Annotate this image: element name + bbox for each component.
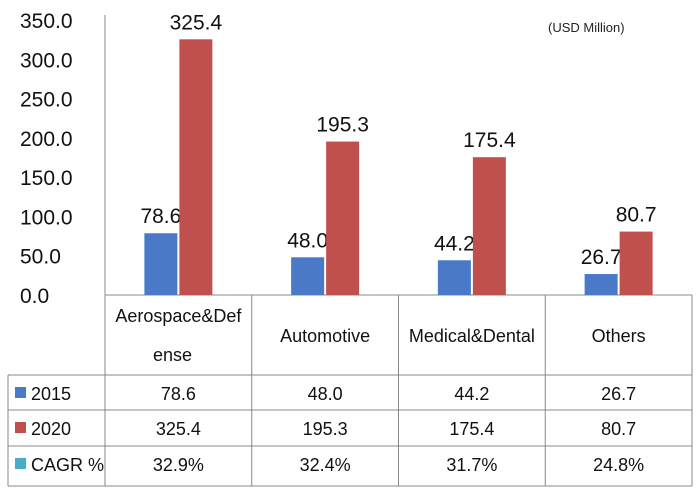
- bar-2015-2: [437, 260, 471, 295]
- category-label: Others: [592, 326, 646, 346]
- category-label: Automotive: [280, 326, 370, 346]
- table-cell: 32.4%: [300, 455, 351, 475]
- y-tick-label: 50.0: [20, 246, 61, 269]
- category-label: Medical&Dental: [409, 326, 535, 346]
- legend-swatch-2: [15, 458, 26, 469]
- legend-swatch-0: [15, 387, 26, 398]
- bar-2020-2: [472, 157, 506, 295]
- table-cell: 31.7%: [446, 455, 497, 475]
- table-cell: 195.3: [303, 419, 348, 439]
- data-label-2020-3: 80.7: [616, 204, 657, 227]
- table-row-label: 2020: [31, 419, 71, 439]
- table-row-label: 2015: [31, 384, 71, 404]
- legend-swatch-1: [15, 422, 26, 433]
- table-cell: 44.2: [454, 384, 489, 404]
- y-tick-label: 250.0: [20, 89, 73, 112]
- bar-2015-0: [144, 233, 178, 295]
- table-cell: 80.7: [601, 419, 636, 439]
- data-label-2015-0: 78.6: [140, 205, 181, 228]
- y-tick-label: 100.0: [20, 206, 73, 229]
- table-cell: 48.0: [308, 384, 343, 404]
- table-cell: 32.9%: [153, 455, 204, 475]
- table-cell: 26.7: [601, 384, 636, 404]
- category-label-line1: Aerospace&Def: [115, 306, 242, 326]
- data-label-2015-2: 44.2: [434, 232, 475, 255]
- y-tick-label: 0.0: [20, 285, 49, 308]
- data-label-2020-1: 195.3: [316, 114, 369, 137]
- data-label-2020-2: 175.4: [463, 129, 516, 152]
- bar-2015-3: [584, 274, 618, 295]
- y-tick-label: 300.0: [20, 49, 73, 72]
- y-tick-label: 150.0: [20, 167, 73, 190]
- table-cell: 78.6: [161, 384, 196, 404]
- bar-2015-1: [291, 257, 325, 295]
- bar-2020-1: [326, 141, 360, 295]
- table-cell: 175.4: [449, 419, 494, 439]
- y-tick-label: 200.0: [20, 128, 73, 151]
- data-label-2015-1: 48.0: [287, 229, 328, 252]
- bar-2020-0: [179, 39, 213, 296]
- table-row-label: CAGR %: [31, 455, 104, 475]
- y-tick-label: 350.0: [20, 10, 73, 33]
- unit-note: (USD Million): [548, 20, 625, 35]
- table-cell: 24.8%: [593, 455, 644, 475]
- category-label-line2: ense: [153, 345, 192, 365]
- bar-2020-3: [619, 231, 653, 295]
- table-cell: 325.4: [156, 419, 201, 439]
- data-label-2020-0: 325.4: [170, 11, 223, 34]
- data-label-2015-3: 26.7: [581, 246, 622, 269]
